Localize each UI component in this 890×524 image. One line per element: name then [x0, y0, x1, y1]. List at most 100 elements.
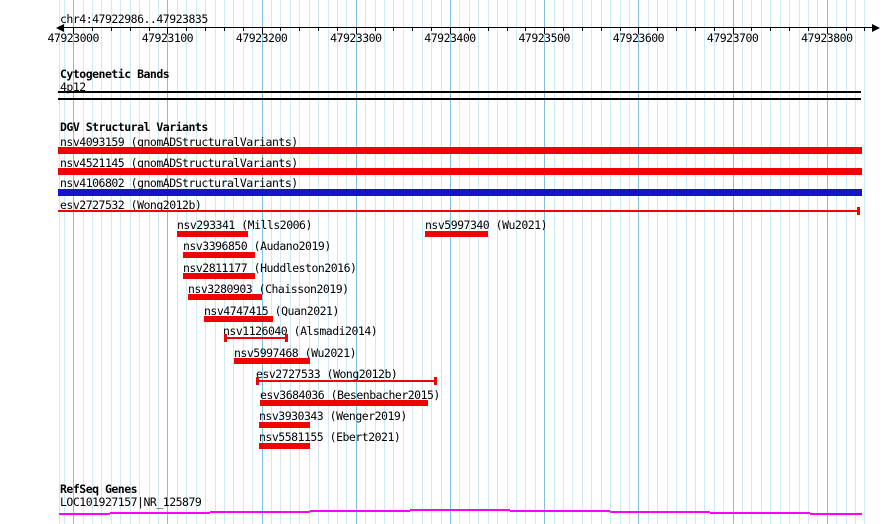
variant-label[interactable]: esv3684036 (Besenbacher2015)	[260, 388, 440, 402]
variant-bar[interactable]	[204, 316, 273, 322]
variant-bar[interactable]	[58, 207, 860, 215]
variant-label[interactable]: nsv2811177 (Huddleston2016)	[183, 261, 357, 275]
ruler-minor-tick	[374, 28, 376, 31]
ruler-minor-tick	[205, 28, 207, 31]
variant-bar[interactable]	[183, 252, 255, 258]
ruler-minor-tick	[770, 28, 772, 31]
cytoband-top-line	[58, 91, 861, 93]
grid-minor-line	[647, 0, 649, 524]
grid-minor-line	[855, 0, 857, 524]
ruler-tick-label: 47923100	[141, 31, 194, 45]
variant-bar[interactable]	[425, 231, 488, 237]
refseq-gene-label[interactable]: LOC101927157|NR_125879	[60, 495, 202, 509]
gene-line-segment[interactable]	[110, 512, 210, 514]
variant-label[interactable]: nsv4747415 (Quan2021)	[204, 304, 339, 318]
section-title-refseq-genes: RefSeq Genes	[60, 482, 138, 496]
grid-major-line	[167, 0, 169, 524]
grid-major-line	[355, 0, 357, 524]
grid-minor-line	[534, 0, 536, 524]
ruler-minor-tick	[393, 28, 395, 31]
ruler-minor-tick	[92, 28, 94, 31]
ruler-minor-tick	[223, 28, 225, 31]
variant-label[interactable]: nsv5997340 (Wu2021)	[425, 218, 548, 232]
grid-minor-line	[864, 0, 866, 524]
gene-line-segment[interactable]	[810, 513, 862, 515]
variant-bar[interactable]	[259, 443, 310, 449]
variant-label[interactable]: nsv3930343 (Wenger2019)	[259, 409, 407, 423]
variant-bar[interactable]	[58, 168, 862, 175]
grid-minor-line	[176, 0, 178, 524]
ruler-minor-tick	[110, 28, 112, 31]
grid-minor-line	[299, 0, 301, 524]
ruler-tick-label: 47923000	[47, 31, 99, 45]
grid-minor-line	[365, 0, 367, 524]
grid-minor-line	[374, 0, 376, 524]
variant-bar[interactable]	[256, 377, 437, 385]
ruler-major-tick	[261, 28, 263, 34]
ruler-minor-tick	[280, 28, 282, 31]
grid-minor-line	[468, 0, 470, 524]
variant-label[interactable]: nsv4093159 (gnomADStructuralVariants)	[60, 135, 298, 149]
gene-line-segment[interactable]	[310, 510, 410, 512]
ruler-right-arrow-icon	[872, 24, 880, 32]
grid-minor-line	[327, 0, 329, 524]
gene-line-segment[interactable]	[410, 509, 510, 511]
grid-major-line	[732, 0, 734, 524]
ruler-minor-tick	[657, 28, 659, 31]
grid-minor-line	[610, 0, 612, 524]
ruler-minor-tick	[431, 28, 433, 31]
cytoband-label[interactable]: 4p12	[60, 80, 86, 94]
grid-minor-line	[412, 0, 414, 524]
variant-bar[interactable]	[260, 400, 428, 406]
gene-line-segment[interactable]	[510, 510, 610, 512]
variant-label[interactable]: nsv3396850 (Audano2019)	[183, 239, 331, 253]
ruler-minor-tick	[129, 28, 131, 31]
variant-bar[interactable]	[234, 358, 310, 364]
ruler-minor-tick	[619, 28, 621, 31]
grid-minor-line	[280, 0, 282, 524]
variant-bar[interactable]	[224, 334, 288, 342]
grid-minor-line	[393, 0, 395, 524]
variant-label[interactable]: esv2727532 (Wong2012b)	[60, 198, 202, 212]
variant-bar[interactable]	[259, 422, 310, 428]
grid-minor-line	[779, 0, 781, 524]
grid-minor-line	[346, 0, 348, 524]
ruler-minor-tick	[506, 28, 508, 31]
grid-minor-line	[666, 0, 668, 524]
grid-minor-line	[101, 0, 103, 524]
gene-line-segment[interactable]	[710, 512, 810, 514]
ruler-minor-tick	[336, 28, 338, 31]
variant-label[interactable]: nsv5997468 (Wu2021)	[234, 346, 357, 360]
grid-minor-line	[336, 0, 338, 524]
ruler-tick-label: 47923500	[518, 31, 570, 45]
variant-label[interactable]: esv2727533 (Wong2012b)	[256, 367, 398, 381]
grid-minor-line	[384, 0, 386, 524]
grid-minor-line	[817, 0, 819, 524]
variant-label[interactable]: nsv5581155 (Ebert2021)	[259, 430, 401, 444]
ruler-axis-line	[62, 27, 872, 28]
gene-line-segment[interactable]	[610, 511, 710, 513]
ruler-tick-label: 47923600	[612, 31, 665, 45]
grid-minor-line	[600, 0, 602, 524]
section-title-dgv-structural-variants: DGV Structural Variants	[60, 120, 208, 134]
ruler-minor-tick	[468, 28, 470, 31]
variant-label[interactable]: nsv3280903 (Chaisson2019)	[188, 282, 349, 296]
ruler-major-tick	[450, 28, 451, 34]
variant-label[interactable]: nsv1126040 (Alsmadi2014)	[223, 324, 378, 338]
gene-line-segment[interactable]	[59, 513, 110, 515]
variant-bar[interactable]	[177, 231, 248, 237]
variant-bar[interactable]	[183, 273, 255, 279]
variant-bar[interactable]	[188, 294, 262, 300]
variant-label[interactable]: nsv293341 (Mills2006)	[177, 218, 312, 232]
grid-minor-line	[836, 0, 838, 524]
ruler-major-tick	[167, 28, 169, 34]
variant-bar[interactable]	[58, 147, 862, 154]
gene-line-segment[interactable]	[210, 511, 310, 513]
variant-label[interactable]: nsv4521145 (gnomADStructuralVariants)	[60, 156, 298, 170]
grid-minor-line	[751, 0, 753, 524]
variant-label[interactable]: nsv4106802 (gnomADStructuralVariants)	[60, 176, 298, 190]
grid-minor-line	[553, 0, 555, 524]
grid-minor-line	[676, 0, 678, 524]
variant-bar[interactable]	[58, 189, 862, 196]
